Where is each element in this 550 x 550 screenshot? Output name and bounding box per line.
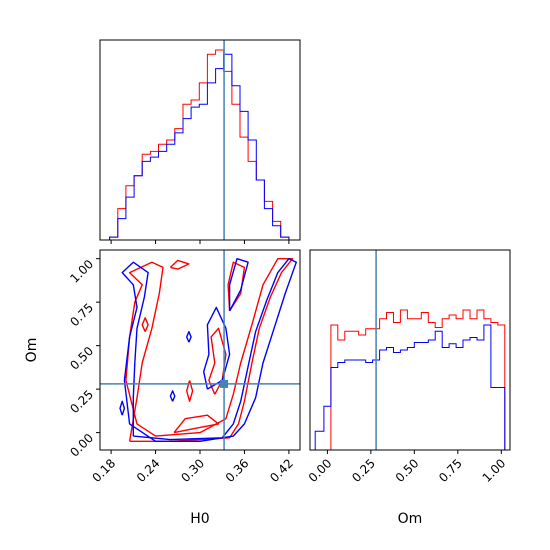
h0-x-tick-label: 0.24 [134,456,163,485]
om-x-tick-label: 0.25 [349,456,378,485]
h0-x-tick-label: 0.36 [223,456,252,485]
contour-red-3 [227,261,246,312]
contour-red-4 [169,259,190,270]
contour-frame [99,249,301,451]
x-axis-label-h0: H0 [190,511,209,527]
contour-blue-11 [169,390,176,402]
contour-blue-7 [121,258,297,442]
om-y-tick-label: 0.00 [67,431,96,460]
om-y-tick-label: 1.00 [67,257,96,286]
contour-blue-9 [228,258,249,312]
x-axis-label-om: Om [398,511,423,527]
om-hist-red-series [315,309,506,450]
truth-marker [220,379,229,388]
om-x-tick-label: 0.75 [436,456,465,485]
h0-hist-frame [99,39,301,241]
om-y-tick-label: 0.75 [67,300,96,329]
om-hist-blue-series [314,324,506,450]
om-y-tick-label: 0.50 [67,344,96,373]
contour-blue-10 [119,400,126,416]
contour-blue-12 [185,331,192,343]
om-y-tick-label: 0.25 [67,387,96,416]
om-x-tick-label: 0.00 [306,456,335,485]
om-hist-frame [309,249,511,451]
om-x-tick-label: 1.00 [480,456,509,485]
y-axis-label-om: Om [24,338,40,363]
h0-hist-blue-series [109,53,290,240]
h0-x-tick-label: 0.42 [267,456,296,485]
contour-red-6 [141,317,149,332]
contour-blue-8 [202,306,231,390]
h0-om-contour-panel: 0.18 0.24 0.30 0.36 0.42 0.00 0.25 0.50 0.75 1.00 [67,249,301,485]
h0-histogram-panel [99,39,301,244]
h0-hist-red-series [109,49,290,240]
contour-red-2 [173,414,220,434]
contour-red-0 [125,258,294,442]
om-histogram-panel: 0.00 0.25 0.50 0.75 1.00 [306,249,511,485]
om-x-tick-label: 0.50 [393,456,422,485]
h0-x-tick-label: 0.18 [89,456,118,485]
h0-x-tick-label: 0.30 [178,456,207,485]
contour-red-5 [185,380,194,402]
